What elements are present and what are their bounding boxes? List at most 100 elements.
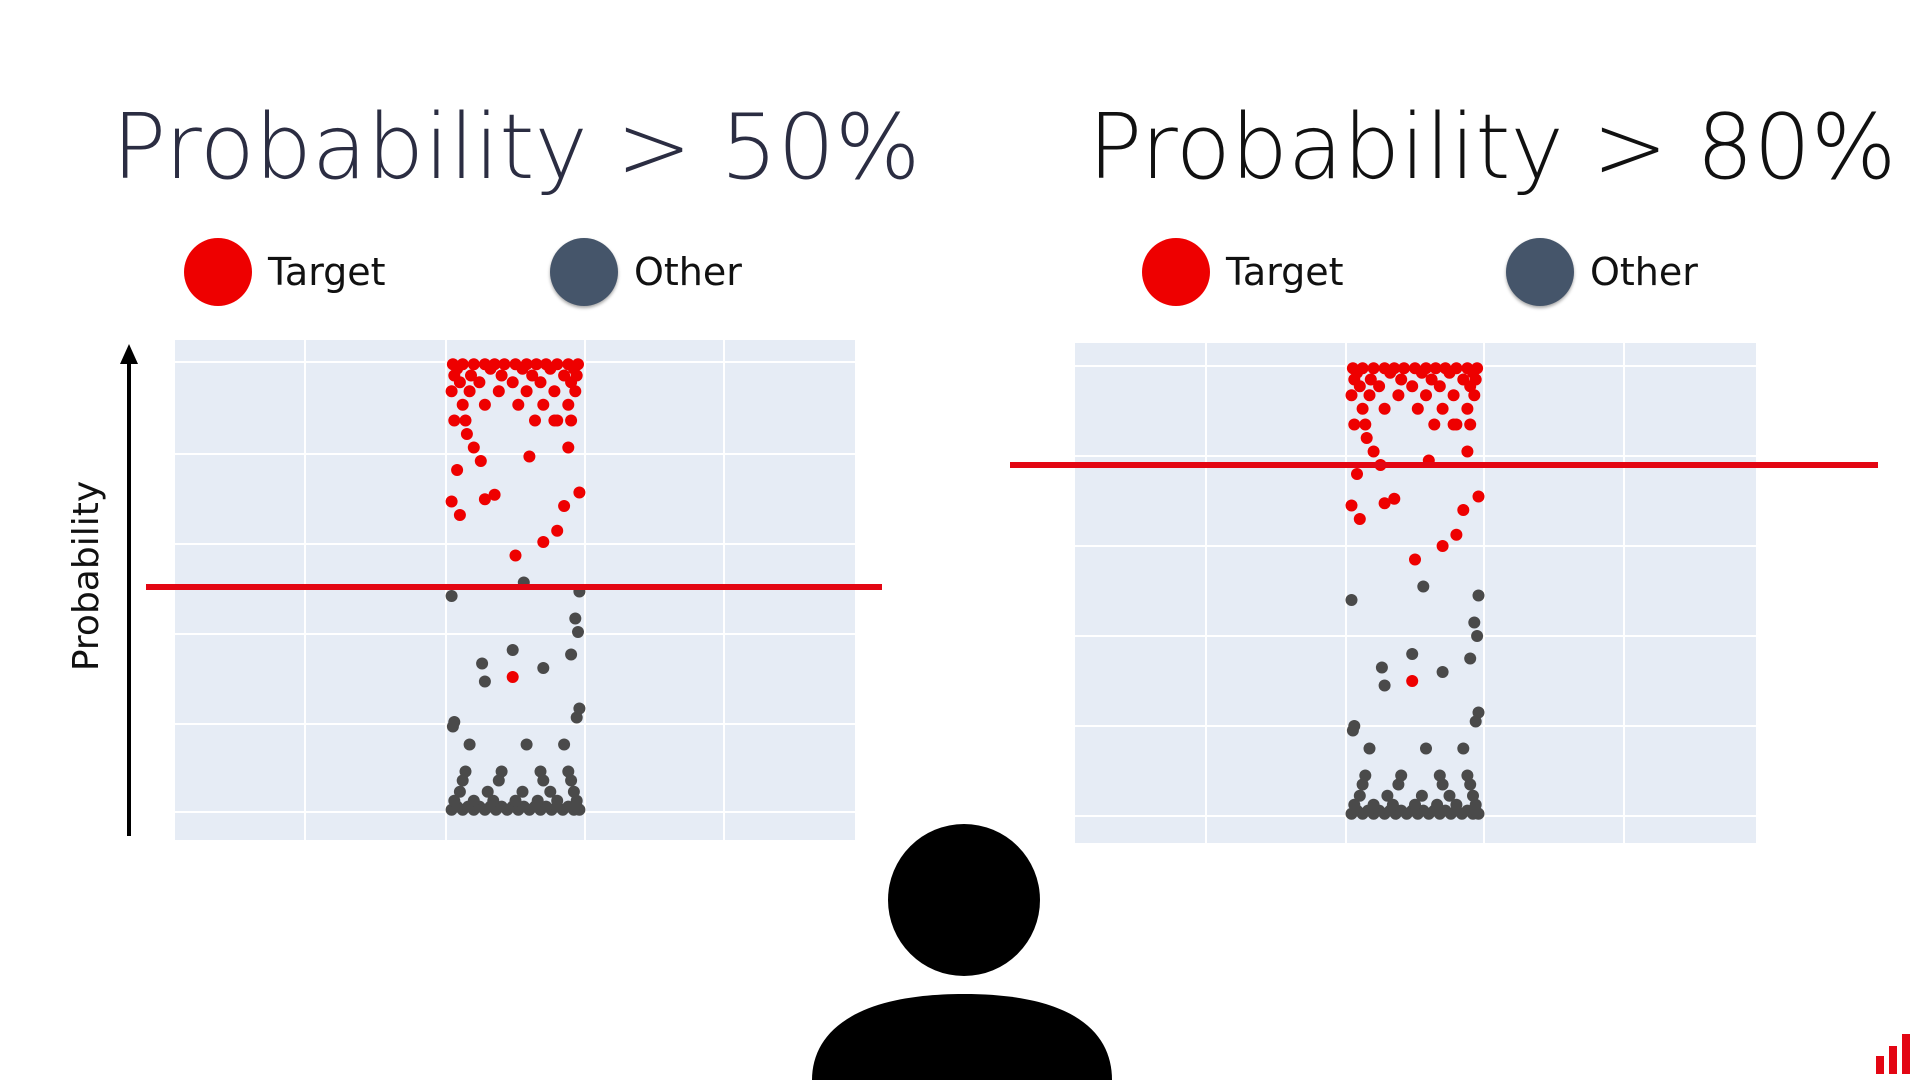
other-point <box>1468 616 1481 629</box>
target-point <box>1378 497 1391 510</box>
legend-other-label: Other <box>634 250 742 294</box>
other-point <box>569 612 582 625</box>
target-point <box>1395 373 1408 386</box>
target-point <box>565 414 578 427</box>
target-point <box>1392 389 1405 402</box>
target-point <box>1360 432 1373 444</box>
target-point <box>1406 675 1419 687</box>
target-point <box>520 385 533 398</box>
person-icon <box>812 824 1112 1080</box>
target-point <box>1384 366 1397 379</box>
target-point <box>1359 418 1372 431</box>
other-point <box>537 774 550 787</box>
target-point <box>1345 389 1358 402</box>
right-legend-other: Other <box>1506 236 1698 308</box>
other-point <box>481 785 494 798</box>
other-point <box>1457 742 1470 755</box>
target-point <box>448 414 461 427</box>
target-point <box>1429 362 1442 375</box>
target-point <box>558 500 571 512</box>
target-point <box>1351 468 1363 480</box>
target-point <box>478 493 491 506</box>
other-point <box>1356 778 1369 791</box>
other-point <box>492 774 505 787</box>
other-marker-icon <box>550 238 618 306</box>
other-point <box>1472 589 1485 602</box>
target-point <box>1436 540 1449 552</box>
legend-target-label: Target <box>268 250 386 294</box>
other-point <box>478 675 491 688</box>
target-point <box>1388 492 1401 505</box>
other-point <box>456 774 469 787</box>
target-point <box>1457 504 1470 516</box>
target-marker-icon <box>184 238 252 306</box>
other-point <box>1443 789 1456 802</box>
left-legend-other: Other <box>550 236 742 308</box>
target-point <box>562 398 575 411</box>
other-point <box>567 785 580 798</box>
target-point <box>456 398 469 411</box>
other-point <box>562 800 575 813</box>
target-point <box>516 362 529 375</box>
other-point <box>570 711 583 724</box>
legend-other-label: Other <box>1590 250 1698 294</box>
other-point <box>534 765 547 778</box>
target-point <box>1348 418 1361 431</box>
target-point <box>565 376 578 389</box>
target-point <box>534 376 547 389</box>
other-point <box>1415 789 1428 802</box>
target-point <box>537 536 550 548</box>
other-point <box>1367 798 1380 811</box>
target-point <box>1367 445 1380 458</box>
target-point <box>498 358 511 371</box>
left-chart-title: Probability > 50% <box>112 95 921 200</box>
other-point <box>1431 798 1444 811</box>
target-point <box>548 414 561 427</box>
target-point <box>1411 402 1424 415</box>
right-chart-title: Probability > 80% <box>1088 95 1897 200</box>
other-point <box>467 794 480 807</box>
other-marker-icon <box>1506 238 1574 306</box>
target-point <box>1353 513 1366 525</box>
target-point <box>573 486 586 499</box>
right-plot-background <box>1075 343 1756 843</box>
other-point <box>1420 742 1432 755</box>
right-legend-target: Target <box>1142 236 1344 308</box>
target-point <box>478 398 491 411</box>
target-point <box>467 441 480 454</box>
target-point <box>451 464 464 476</box>
target-marker-icon <box>1142 238 1210 306</box>
target-point <box>453 376 466 389</box>
target-point <box>460 428 473 440</box>
target-point <box>551 524 564 537</box>
target-point <box>526 369 539 382</box>
other-point <box>1450 798 1463 811</box>
target-point <box>509 549 522 562</box>
other-point <box>1436 666 1449 678</box>
other-point <box>495 765 508 778</box>
other-point <box>516 785 529 798</box>
other-point <box>445 590 458 602</box>
other-point <box>1464 778 1477 791</box>
other-point <box>1359 769 1372 782</box>
target-point <box>484 362 497 375</box>
target-point <box>1447 418 1460 431</box>
target-point <box>506 671 519 683</box>
other-point <box>1469 715 1482 728</box>
target-point <box>1398 362 1410 375</box>
target-point <box>523 450 536 463</box>
target-point <box>1447 389 1460 402</box>
left-legend-target: Target <box>184 236 386 308</box>
target-point <box>1450 528 1463 541</box>
other-point <box>551 794 564 807</box>
other-point <box>463 738 476 751</box>
other-point <box>1378 679 1391 692</box>
target-point <box>512 398 525 411</box>
other-point <box>1345 594 1358 606</box>
other-point <box>1469 798 1482 811</box>
target-point <box>473 376 486 389</box>
target-point <box>1436 402 1449 415</box>
other-point <box>1409 798 1421 811</box>
target-point <box>562 441 575 454</box>
target-point <box>488 488 501 501</box>
